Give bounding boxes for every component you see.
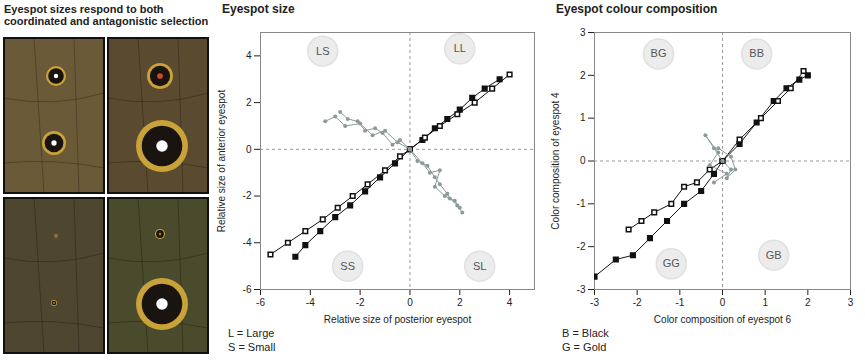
svg-text:BB: BB <box>749 47 764 59</box>
svg-text:GG: GG <box>663 257 680 269</box>
svg-text:4: 4 <box>246 50 252 61</box>
svg-text:Color composition of eyespot 4: Color composition of eyespot 4 <box>550 92 561 230</box>
svg-text:3: 3 <box>580 27 586 38</box>
svg-text:2: 2 <box>246 97 252 108</box>
svg-text:Relative size of posterior eye: Relative size of posterior eyespot <box>324 314 472 325</box>
svg-text:GB: GB <box>766 249 782 261</box>
html-text:Eyespot colour composition: Eyespot colour composition <box>556 2 718 16</box>
svg-text:4: 4 <box>507 297 513 308</box>
svg-text:2: 2 <box>805 297 811 308</box>
svg-text:1: 1 <box>580 112 586 123</box>
svg-text:-4: -4 <box>306 297 315 308</box>
html-text:S = Small: S = Small <box>228 341 276 353</box>
html-text:Eyespot sizes respond to both: Eyespot sizes respond to both coordinate… <box>4 3 209 27</box>
svg-text:0: 0 <box>407 297 413 308</box>
svg-text:-6: -6 <box>243 284 252 295</box>
svg-text:0: 0 <box>580 155 586 166</box>
svg-text:SS: SS <box>340 260 355 272</box>
svg-text:2: 2 <box>457 297 463 308</box>
svg-text:1: 1 <box>762 297 768 308</box>
svg-text:-2: -2 <box>243 190 252 201</box>
svg-text:-2: -2 <box>577 241 586 252</box>
html-text:Eyespot size: Eyespot size <box>222 2 295 16</box>
svg-text:-4: -4 <box>243 237 252 248</box>
svg-text:LS: LS <box>316 45 329 57</box>
svg-text:2: 2 <box>580 70 586 81</box>
svg-text:0: 0 <box>720 297 726 308</box>
svg-text:SL: SL <box>473 260 486 272</box>
svg-text:Color composition of eyespot 6: Color composition of eyespot 6 <box>654 314 792 325</box>
svg-text:-3: -3 <box>590 297 599 308</box>
svg-text:LL: LL <box>454 42 466 54</box>
svg-text:3: 3 <box>848 297 854 308</box>
svg-text:-1: -1 <box>577 198 586 209</box>
svg-text:0: 0 <box>246 144 252 155</box>
html-text:L = Large: L = Large <box>228 327 275 339</box>
svg-text:-2: -2 <box>633 297 642 308</box>
svg-text:BG: BG <box>651 47 667 59</box>
svg-text:-2: -2 <box>356 297 365 308</box>
html-text:B = Black: B = Black <box>562 327 609 339</box>
svg-text:-6: -6 <box>256 297 265 308</box>
svg-text:-3: -3 <box>577 284 586 295</box>
svg-text:-1: -1 <box>675 297 684 308</box>
html-text:G = Gold: G = Gold <box>562 341 607 353</box>
svg-text:Relative size of anterior eyes: Relative size of anterior eyespot <box>216 90 227 233</box>
